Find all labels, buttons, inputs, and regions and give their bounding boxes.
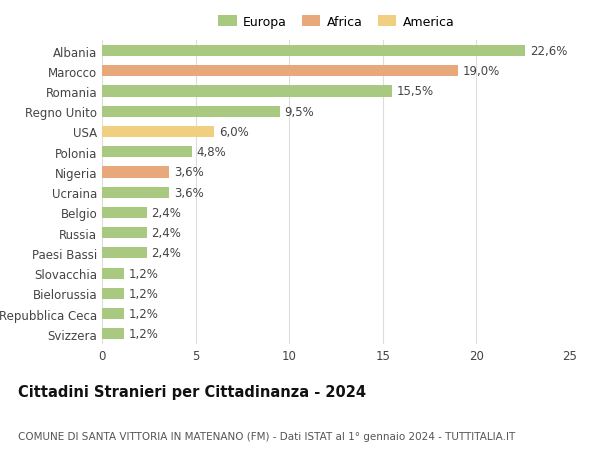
Text: 1,2%: 1,2% — [129, 267, 159, 280]
Text: 19,0%: 19,0% — [463, 65, 500, 78]
Bar — [102, 228, 147, 239]
Bar — [102, 268, 124, 279]
Text: 4,8%: 4,8% — [197, 146, 226, 159]
Text: 3,6%: 3,6% — [174, 166, 204, 179]
Text: 6,0%: 6,0% — [219, 126, 249, 139]
Text: 2,4%: 2,4% — [152, 227, 181, 240]
Text: 9,5%: 9,5% — [284, 106, 314, 118]
Bar — [102, 248, 147, 259]
Text: 1,2%: 1,2% — [129, 328, 159, 341]
Text: 1,2%: 1,2% — [129, 287, 159, 300]
Bar — [102, 329, 124, 340]
Bar — [102, 187, 169, 198]
Text: 1,2%: 1,2% — [129, 308, 159, 320]
Bar — [102, 46, 525, 57]
Bar — [102, 308, 124, 319]
Text: COMUNE DI SANTA VITTORIA IN MATENANO (FM) - Dati ISTAT al 1° gennaio 2024 - TUTT: COMUNE DI SANTA VITTORIA IN MATENANO (FM… — [18, 431, 515, 441]
Text: 22,6%: 22,6% — [530, 45, 567, 58]
Bar — [102, 86, 392, 97]
Text: 2,4%: 2,4% — [152, 207, 181, 219]
Text: 2,4%: 2,4% — [152, 247, 181, 260]
Legend: Europa, Africa, America: Europa, Africa, America — [218, 16, 454, 29]
Text: 3,6%: 3,6% — [174, 186, 204, 199]
Text: 15,5%: 15,5% — [397, 85, 434, 98]
Bar — [102, 66, 458, 77]
Bar — [102, 167, 169, 178]
Text: Cittadini Stranieri per Cittadinanza - 2024: Cittadini Stranieri per Cittadinanza - 2… — [18, 384, 366, 399]
Bar — [102, 288, 124, 299]
Bar — [102, 127, 214, 138]
Bar — [102, 207, 147, 218]
Bar — [102, 147, 192, 158]
Bar — [102, 106, 280, 118]
